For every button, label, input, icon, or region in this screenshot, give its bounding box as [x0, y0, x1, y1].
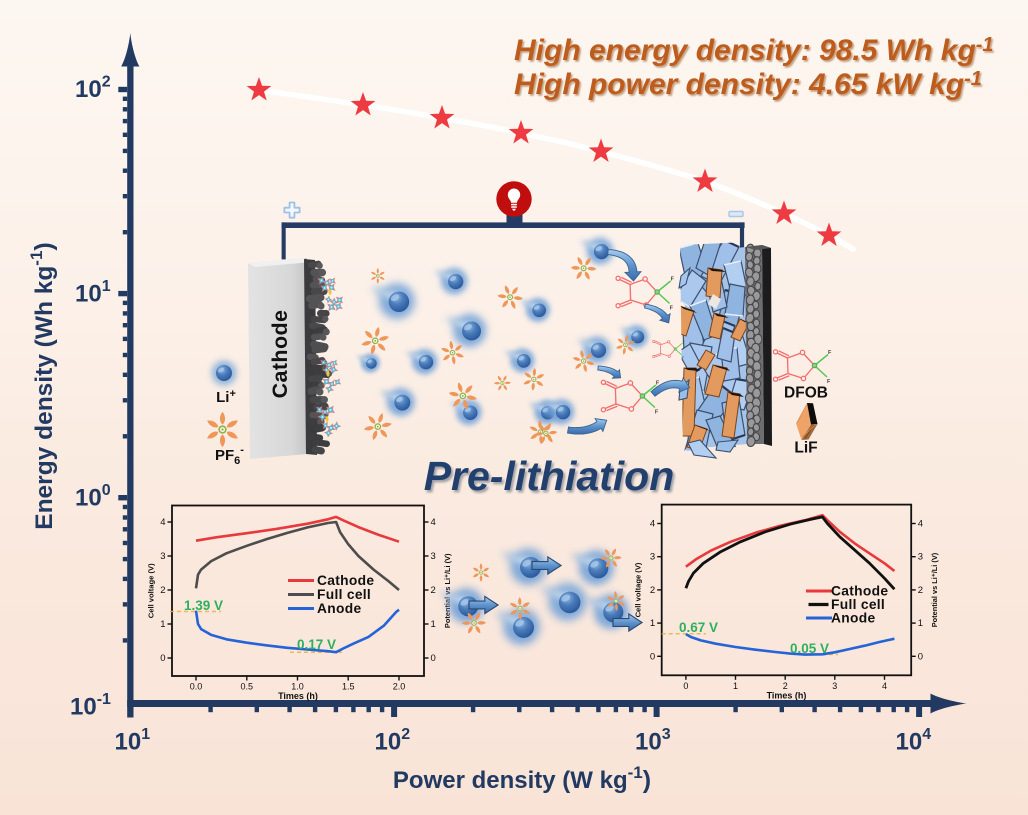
svg-text:Times (h): Times (h): [278, 691, 318, 701]
svg-text:1: 1: [918, 618, 923, 629]
svg-text:0.0: 0.0: [190, 682, 203, 692]
svg-text:2: 2: [431, 585, 436, 596]
svg-text:3: 3: [160, 551, 165, 562]
svg-text:Times (h): Times (h): [767, 690, 807, 700]
svg-text:0.5: 0.5: [241, 682, 254, 692]
svg-text:Anode: Anode: [831, 611, 875, 626]
svg-text:102: 102: [375, 726, 411, 756]
svg-text:1: 1: [650, 618, 655, 629]
svg-text:0.05 V: 0.05 V: [790, 641, 829, 656]
svg-text:0: 0: [683, 681, 688, 691]
svg-text:1: 1: [160, 619, 165, 630]
svg-text:102: 102: [75, 74, 111, 104]
svg-text:2: 2: [160, 585, 165, 596]
svg-text:104: 104: [896, 726, 932, 756]
svg-text:1: 1: [733, 681, 738, 691]
svg-text:Anode: Anode: [317, 601, 361, 616]
svg-text:103: 103: [635, 726, 671, 756]
svg-text:Cathode: Cathode: [268, 310, 292, 399]
svg-text:101: 101: [115, 726, 151, 756]
svg-text:0.67 V: 0.67 V: [679, 620, 718, 635]
svg-text:0: 0: [160, 653, 165, 664]
svg-text:Cathode: Cathode: [831, 584, 888, 599]
svg-text:Pre-lithiation: Pre-lithiation: [424, 453, 675, 499]
svg-text:Li+: Li+: [216, 388, 236, 406]
svg-text:0: 0: [918, 651, 923, 662]
svg-text:3: 3: [918, 552, 923, 563]
svg-text:1: 1: [431, 619, 436, 630]
svg-text:1.5: 1.5: [342, 682, 355, 692]
svg-text:Cathode: Cathode: [317, 573, 374, 588]
svg-text:Potential vs Li⁺/Li (V): Potential vs Li⁺/Li (V): [443, 553, 452, 628]
svg-text:Cell voltage (V): Cell voltage (V): [634, 562, 643, 617]
svg-text:4: 4: [650, 519, 655, 530]
svg-text:2: 2: [650, 585, 655, 596]
svg-text:Full cell: Full cell: [831, 597, 885, 612]
svg-text:Cell voltage (V): Cell voltage (V): [147, 563, 156, 618]
svg-text:Potential vs Li⁺/Li (V): Potential vs Li⁺/Li (V): [930, 552, 939, 627]
svg-text:2.0: 2.0: [393, 682, 406, 692]
svg-text:2: 2: [918, 585, 923, 596]
svg-text:4: 4: [431, 517, 436, 528]
svg-text:2: 2: [783, 681, 788, 691]
svg-text:High energy density: 98.5 Wh k: High energy density: 98.5 Wh kg-1: [514, 34, 994, 67]
svg-text:3: 3: [650, 552, 655, 563]
svg-text:Power density (W kg-1): Power density (W kg-1): [393, 763, 651, 794]
svg-text:PF6-: PF6-: [215, 444, 244, 467]
svg-text:3: 3: [431, 551, 436, 562]
svg-text:3: 3: [832, 681, 837, 691]
svg-text:0.17 V: 0.17 V: [297, 637, 336, 652]
svg-text:4: 4: [882, 681, 887, 691]
svg-text:10-1: 10-1: [70, 691, 111, 721]
svg-text:4: 4: [160, 517, 165, 528]
svg-text:0: 0: [431, 653, 436, 664]
svg-text:101: 101: [75, 278, 111, 308]
svg-text:Full cell: Full cell: [317, 587, 371, 602]
svg-text:DFOB: DFOB: [784, 385, 828, 402]
svg-text:LiF: LiF: [794, 440, 817, 457]
svg-text:0: 0: [650, 651, 655, 662]
svg-text:100: 100: [75, 482, 111, 512]
svg-text:4: 4: [918, 519, 923, 530]
svg-text:Energy density (Wh kg-1): Energy density (Wh kg-1): [27, 242, 58, 530]
svg-text:1.0: 1.0: [291, 682, 304, 692]
svg-text:1.39 V: 1.39 V: [184, 598, 223, 613]
svg-text:High power density: 4.65 kW kg: High power density: 4.65 kW kg-1: [514, 68, 982, 101]
